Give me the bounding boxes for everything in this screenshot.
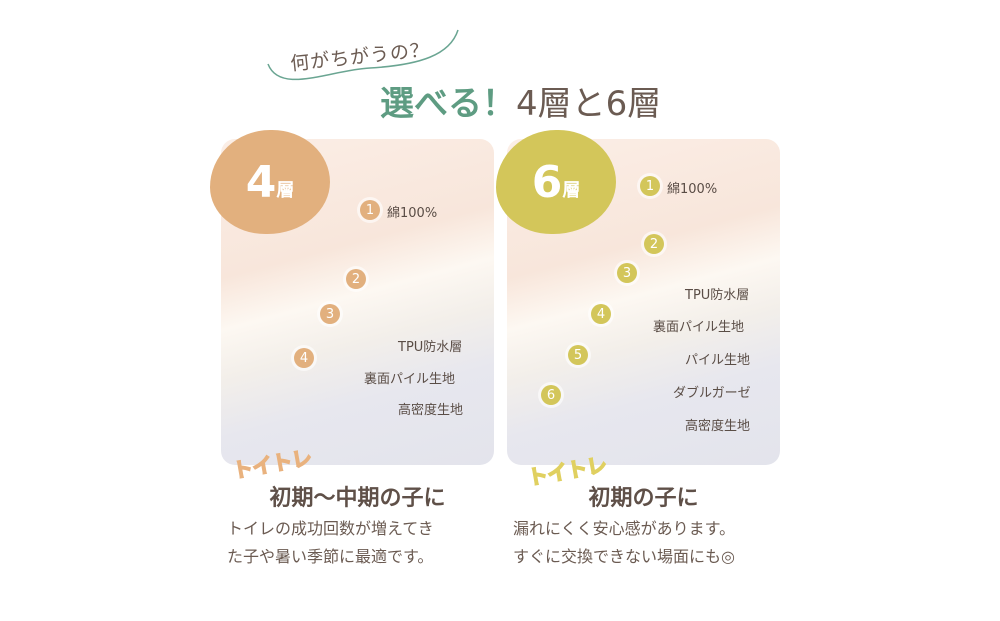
desc-line: た子や暑い季節に最適です。: [227, 547, 434, 566]
desc-line: 漏れにくく安心感があります。: [513, 519, 736, 538]
layer-number: 4: [591, 304, 611, 324]
layer-number: 4: [294, 348, 314, 368]
layer-label: TPU防水層: [398, 340, 463, 355]
badge-unit: 層: [276, 180, 295, 201]
layer-label: 裏面パイル生地: [364, 372, 456, 387]
layer-number: 2: [644, 234, 664, 254]
layer-label: 高密度生地: [398, 403, 464, 418]
card-description: トイレの成功回数が増えてき た子や暑い季節に最適です。: [227, 515, 517, 571]
layer-label: 裏面パイル生地: [653, 320, 745, 335]
layer-label: 綿100%: [387, 206, 438, 221]
title-accent: 選べる！: [380, 84, 516, 124]
badge-unit: 層: [562, 180, 581, 201]
card-heading: 初期の子に: [588, 486, 699, 511]
layer-label: 綿100%: [667, 182, 718, 197]
layer-label: TPU防水層: [685, 288, 750, 303]
layer-label: 高密度生地: [685, 419, 751, 434]
layer-number: 6: [541, 385, 561, 405]
desc-line: すぐに交換できない場面にも◎: [513, 547, 735, 566]
badge-number: 4: [245, 156, 277, 208]
layer-number: 1: [640, 176, 660, 196]
subtitle: 何がちがうの？: [289, 38, 431, 76]
layer-label: パイル生地: [685, 353, 751, 368]
card-heading: 初期〜中期の子に: [269, 486, 446, 511]
desc-line: トイレの成功回数が増えてき: [227, 519, 434, 538]
layer-label: ダブルガーゼ: [673, 386, 751, 401]
layer-number: 3: [617, 263, 637, 283]
layer-number: 3: [320, 304, 340, 324]
layer-number: 5: [568, 345, 588, 365]
badge-number: 6: [531, 156, 563, 208]
layer-number: 1: [360, 200, 380, 220]
layer-number: 2: [346, 269, 366, 289]
card-description: 漏れにくく安心感があります。 すぐに交換できない場面にも◎: [513, 515, 803, 571]
page-title: 選べる！4層と6層: [380, 76, 661, 125]
title-rest: 4層と6層: [516, 84, 662, 124]
